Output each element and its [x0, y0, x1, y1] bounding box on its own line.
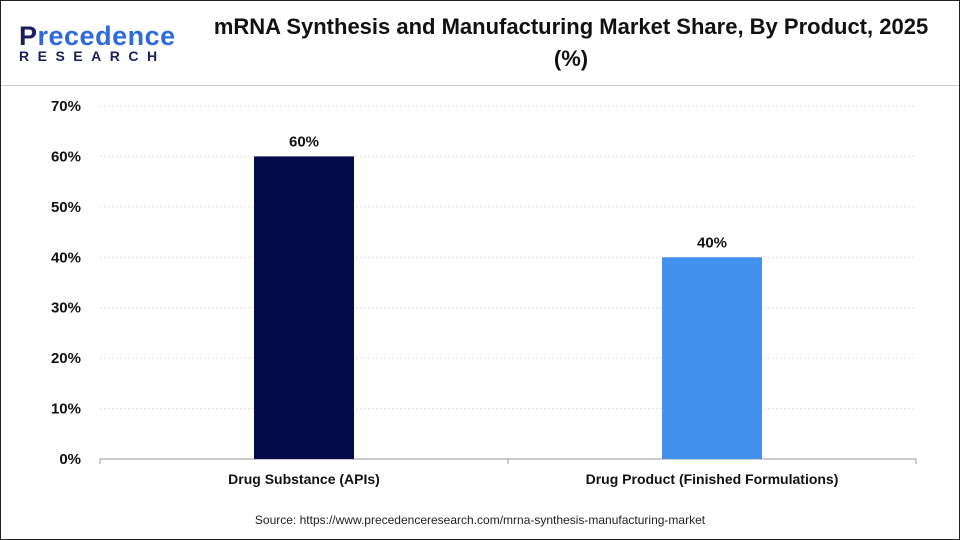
bar — [662, 257, 762, 459]
y-tick-label: 20% — [51, 350, 81, 367]
data-label: 60% — [289, 133, 319, 150]
y-tick-label: 60% — [51, 148, 81, 165]
header: Precedence RESEARCH mRNA Synthesis and M… — [1, 1, 959, 86]
bar — [254, 156, 354, 459]
y-tick-label: 10% — [51, 401, 81, 418]
y-tick-label: 70% — [51, 98, 81, 115]
x-category-label: Drug Product (Finished Formulations) — [586, 471, 839, 487]
y-tick-label: 40% — [51, 249, 81, 266]
source-text: Source: https://www.precedenceresearch.c… — [254, 513, 706, 527]
data-label: 40% — [697, 234, 727, 251]
y-tick-label: 0% — [59, 451, 81, 468]
x-category-label: Drug Substance (APIs) — [228, 471, 380, 487]
chart-title: mRNA Synthesis and Manufacturing Market … — [213, 14, 929, 71]
precedence-research-logo: Precedence RESEARCH — [19, 21, 176, 64]
y-tick-label: 30% — [51, 300, 81, 317]
y-tick-label: 50% — [51, 199, 81, 216]
